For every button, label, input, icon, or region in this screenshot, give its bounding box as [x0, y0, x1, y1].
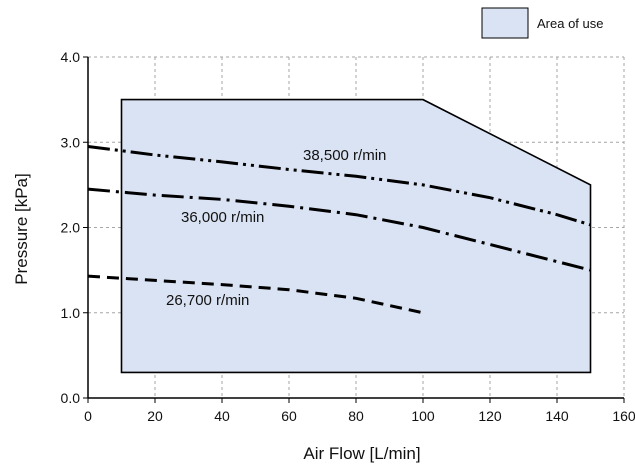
y-axis-title: Pressure [kPa]: [12, 173, 31, 285]
x-tick-label: 100: [411, 408, 435, 424]
x-tick-label: 160: [612, 408, 635, 424]
y-tick-label: 1.0: [61, 305, 81, 321]
x-tick-label: 0: [84, 408, 92, 424]
series-label-36000: 36,000 r/min: [181, 209, 264, 226]
x-tick-label: 20: [147, 408, 163, 424]
axes: [83, 56, 625, 403]
area-of-use-region: [120, 98, 592, 374]
y-tick-label: 0.0: [61, 390, 81, 406]
y-tick-label: 3.0: [61, 134, 81, 150]
x-tick-label: 40: [214, 408, 230, 424]
area-layer: [120, 98, 592, 374]
legend-label-area-of-use: Area of use: [537, 16, 604, 31]
tick-labels: 0 20 40 60 80 100 120 140 160 0.0 1.0 2.0 3.0 4.0: [61, 49, 635, 424]
x-tick-label: 120: [478, 408, 502, 424]
series-label-38500: 38,500 r/min: [303, 147, 386, 164]
y-tick-label: 2.0: [61, 220, 81, 236]
y-tick-label: 4.0: [61, 49, 81, 65]
x-tick-label: 60: [281, 408, 297, 424]
legend-swatch-area-of-use: [481, 7, 529, 39]
x-axis-title: Air Flow [L/min]: [303, 444, 420, 463]
series-layer: [87, 145, 591, 315]
series-line-1: [87, 187, 591, 272]
x-tick-label: 80: [348, 408, 364, 424]
legend: Area of use: [481, 7, 604, 39]
x-tick-label: 140: [545, 408, 569, 424]
series-line-0: [87, 145, 591, 227]
series-label-26700: 26,700 r/min: [166, 292, 249, 309]
